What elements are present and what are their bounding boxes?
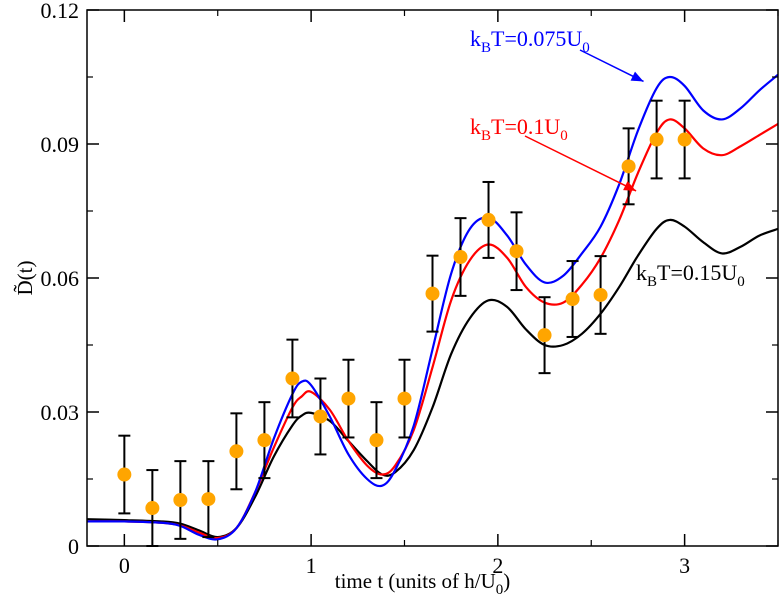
data-point [509, 244, 524, 259]
annotation-k: k [470, 114, 481, 139]
annotation-label: kBT=0.15U0 [636, 260, 745, 290]
data-point [201, 492, 216, 507]
data-points [117, 132, 692, 516]
x-tick-label: 1 [306, 553, 317, 578]
data-point [257, 433, 272, 448]
data-point [229, 444, 244, 459]
data-point [341, 391, 356, 406]
data-point [369, 433, 384, 448]
series-line-1 [87, 73, 778, 541]
annotation-sub-B: B [647, 274, 657, 290]
annotation-arrowhead [630, 71, 644, 82]
x-tick-label: 3 [679, 553, 690, 578]
data-point [453, 250, 468, 265]
annotation-label: kBT=0.075U0 [470, 26, 590, 56]
data-point [117, 467, 132, 482]
data-point [677, 132, 692, 147]
annotation-sub-0: 0 [560, 128, 568, 144]
data-point [481, 212, 496, 227]
data-point [425, 286, 440, 301]
data-point [397, 391, 412, 406]
annotation-label: kBT=0.1U0 [470, 114, 568, 144]
x-axis-title-sub: 0 [496, 582, 504, 598]
annotation-sub-0: 0 [737, 274, 745, 290]
error-bars [118, 99, 691, 547]
annotation-mid: T=0.1U [491, 114, 560, 139]
annotation-k: k [636, 260, 647, 285]
annotation-mid: T=0.15U [657, 260, 737, 285]
data-point [565, 291, 580, 306]
data-point [145, 501, 160, 516]
y-tick-label: 0 [68, 534, 79, 559]
data-point [621, 159, 636, 174]
data-point [537, 328, 552, 343]
y-tick-label: 0.12 [41, 0, 80, 23]
y-axis-title: D̃(t) [13, 261, 37, 296]
y-tick-label: 0.03 [41, 400, 80, 425]
data-point [649, 132, 664, 147]
data-point [593, 287, 608, 302]
x-tick-label: 2 [492, 553, 503, 578]
x-axis-title-tail: ) [503, 569, 510, 593]
annotation-mid: T=0.075U [491, 26, 582, 51]
annotation-sub-0: 0 [582, 40, 590, 56]
annotation-arrow [524, 135, 637, 192]
y-tick-label: 0.09 [41, 132, 80, 157]
data-point [173, 492, 188, 507]
annotation-k: k [470, 26, 481, 51]
x-axis-title: time t (units of h/U0) [335, 569, 511, 598]
data-point [313, 409, 328, 424]
series-layer [87, 73, 778, 541]
data-point [285, 371, 300, 386]
annotation-sub-B: B [481, 128, 491, 144]
y-tick-label: 0.06 [41, 266, 80, 291]
axes: 0 1 2 3 0 0.03 0.06 0.09 0.12 [41, 0, 779, 578]
annotation-sub-B: B [481, 40, 491, 56]
x-axis-title-main: time t (units of h/U [335, 569, 496, 593]
x-tick-label: 0 [119, 553, 130, 578]
annotation-arrowhead [623, 181, 637, 191]
